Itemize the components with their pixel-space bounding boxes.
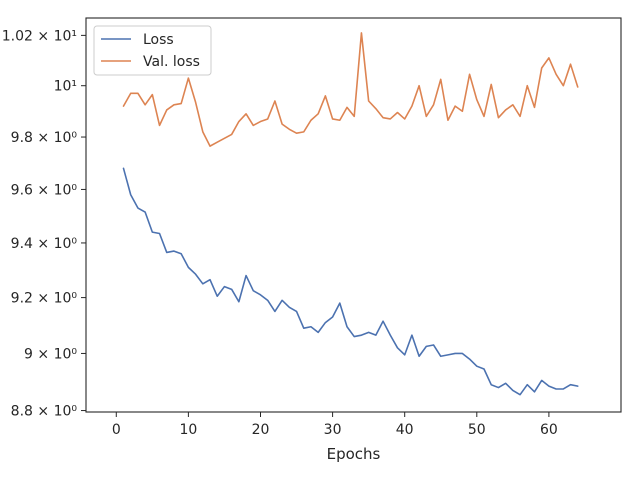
x-tick-label: 50: [468, 422, 486, 438]
series-line-val-loss: [122, 32, 579, 147]
legend: Loss Val. loss: [93, 25, 212, 76]
x-axis-ticks: 0 10 20 30 40 50 60: [112, 412, 558, 438]
y-tick-label: 9.4 × 10⁰: [11, 236, 78, 252]
legend-label: Loss: [143, 32, 174, 48]
y-tick-label: 10¹: [54, 79, 77, 95]
y-tick-label: 9.2 × 10⁰: [11, 291, 78, 307]
x-tick-label: 30: [324, 422, 342, 438]
x-tick-label: 20: [252, 422, 270, 438]
y-tick-label: 1.02 × 10¹: [2, 28, 77, 44]
x-tick-label: 40: [396, 422, 414, 438]
x-tick-label: 60: [540, 422, 558, 438]
y-tick-label: 9 × 10⁰: [24, 346, 77, 362]
legend-label: Val. loss: [143, 54, 200, 70]
x-tick-label: 10: [179, 422, 197, 438]
y-axis-ticks: 8.8 × 10⁰ 9 × 10⁰ 9.2 × 10⁰ 9.4 × 10⁰ 9.6 × …: [2, 28, 86, 420]
y-tick-label: 8.8 × 10⁰: [11, 404, 78, 420]
y-tick-label: 9.8 × 10⁰: [11, 130, 78, 146]
axes-frame: [85, 17, 622, 413]
series-line-loss: [122, 167, 579, 396]
x-axis-label: Epochs: [327, 445, 381, 463]
series-layer: [122, 32, 579, 396]
x-tick-label: 0: [112, 422, 121, 438]
y-tick-label: 9.6 × 10⁰: [11, 182, 78, 198]
